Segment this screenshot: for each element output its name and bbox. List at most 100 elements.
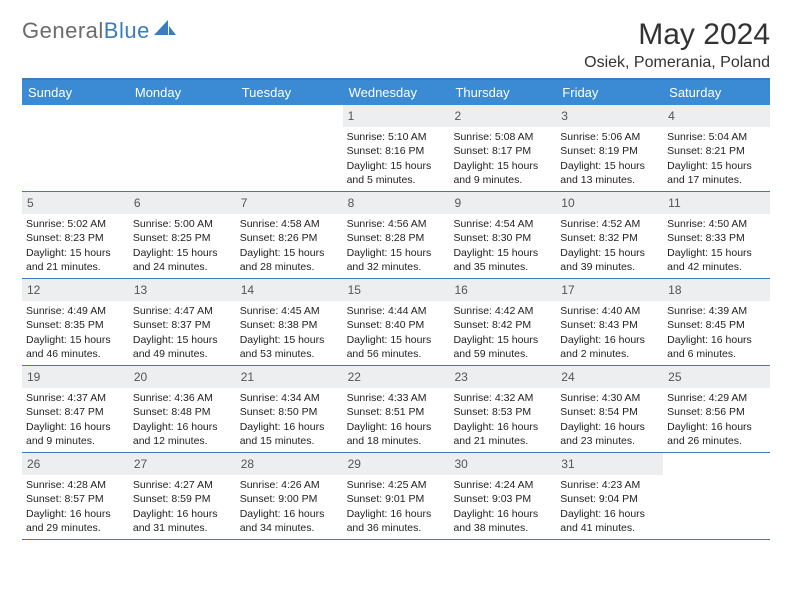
day-cell: 12Sunrise: 4:49 AMSunset: 8:35 PMDayligh… <box>22 279 129 365</box>
sunrise-line: Sunrise: 4:45 AM <box>240 304 339 318</box>
month-title: May 2024 <box>584 18 770 52</box>
daylight-line: Daylight: 16 hours and 26 minutes. <box>667 420 766 448</box>
day-number: 8 <box>343 192 450 214</box>
day-empty <box>236 105 343 191</box>
sunrise-line: Sunrise: 4:32 AM <box>453 391 552 405</box>
sunrise-line: Sunrise: 4:44 AM <box>347 304 446 318</box>
sunrise-line: Sunrise: 4:37 AM <box>26 391 125 405</box>
day-number: 9 <box>449 192 556 214</box>
daylight-line: Daylight: 15 hours and 46 minutes. <box>26 333 125 361</box>
sunrise-line: Sunrise: 4:25 AM <box>347 478 446 492</box>
sunrise-line: Sunrise: 4:30 AM <box>560 391 659 405</box>
daylight-line: Daylight: 16 hours and 38 minutes. <box>453 507 552 535</box>
day-number: 17 <box>556 279 663 301</box>
sunrise-line: Sunrise: 4:58 AM <box>240 217 339 231</box>
daylight-line: Daylight: 15 hours and 35 minutes. <box>453 246 552 274</box>
day-cell: 29Sunrise: 4:25 AMSunset: 9:01 PMDayligh… <box>343 453 450 539</box>
sunset-line: Sunset: 8:23 PM <box>26 231 125 245</box>
sunrise-line: Sunrise: 4:39 AM <box>667 304 766 318</box>
day-number: 11 <box>663 192 770 214</box>
daylight-line: Daylight: 16 hours and 21 minutes. <box>453 420 552 448</box>
page-header: GeneralBlue May 2024 Osiek, Pomerania, P… <box>22 18 770 72</box>
sunset-line: Sunset: 8:35 PM <box>26 318 125 332</box>
sunrise-line: Sunrise: 4:52 AM <box>560 217 659 231</box>
title-block: May 2024 Osiek, Pomerania, Poland <box>584 18 770 72</box>
weeks-container: 1Sunrise: 5:10 AMSunset: 8:16 PMDaylight… <box>22 105 770 540</box>
daylight-line: Daylight: 16 hours and 41 minutes. <box>560 507 659 535</box>
day-number: 31 <box>556 453 663 475</box>
day-cell: 2Sunrise: 5:08 AMSunset: 8:17 PMDaylight… <box>449 105 556 191</box>
daylight-line: Daylight: 15 hours and 13 minutes. <box>560 159 659 187</box>
sunset-line: Sunset: 8:37 PM <box>133 318 232 332</box>
sunrise-line: Sunrise: 5:08 AM <box>453 130 552 144</box>
daylight-line: Daylight: 15 hours and 39 minutes. <box>560 246 659 274</box>
sunset-line: Sunset: 8:16 PM <box>347 144 446 158</box>
day-cell: 14Sunrise: 4:45 AMSunset: 8:38 PMDayligh… <box>236 279 343 365</box>
daylight-line: Daylight: 16 hours and 15 minutes. <box>240 420 339 448</box>
daylight-line: Daylight: 15 hours and 49 minutes. <box>133 333 232 361</box>
sunset-line: Sunset: 8:50 PM <box>240 405 339 419</box>
day-cell: 22Sunrise: 4:33 AMSunset: 8:51 PMDayligh… <box>343 366 450 452</box>
day-cell: 21Sunrise: 4:34 AMSunset: 8:50 PMDayligh… <box>236 366 343 452</box>
day-cell: 13Sunrise: 4:47 AMSunset: 8:37 PMDayligh… <box>129 279 236 365</box>
day-number: 3 <box>556 105 663 127</box>
daylight-line: Daylight: 16 hours and 29 minutes. <box>26 507 125 535</box>
logo-sail-icon <box>154 20 176 43</box>
day-cell: 24Sunrise: 4:30 AMSunset: 8:54 PMDayligh… <box>556 366 663 452</box>
sunset-line: Sunset: 8:53 PM <box>453 405 552 419</box>
week-row: 26Sunrise: 4:28 AMSunset: 8:57 PMDayligh… <box>22 453 770 540</box>
week-row: 1Sunrise: 5:10 AMSunset: 8:16 PMDaylight… <box>22 105 770 192</box>
day-empty <box>22 105 129 191</box>
sunrise-line: Sunrise: 5:02 AM <box>26 217 125 231</box>
daylight-line: Daylight: 16 hours and 18 minutes. <box>347 420 446 448</box>
day-number: 27 <box>129 453 236 475</box>
sunset-line: Sunset: 8:17 PM <box>453 144 552 158</box>
daylight-line: Daylight: 16 hours and 2 minutes. <box>560 333 659 361</box>
daylight-line: Daylight: 16 hours and 9 minutes. <box>26 420 125 448</box>
sunrise-line: Sunrise: 4:56 AM <box>347 217 446 231</box>
day-cell: 17Sunrise: 4:40 AMSunset: 8:43 PMDayligh… <box>556 279 663 365</box>
location: Osiek, Pomerania, Poland <box>584 54 770 72</box>
daylight-line: Daylight: 15 hours and 59 minutes. <box>453 333 552 361</box>
sunset-line: Sunset: 8:47 PM <box>26 405 125 419</box>
day-number: 1 <box>343 105 450 127</box>
day-number: 6 <box>129 192 236 214</box>
sunset-line: Sunset: 8:56 PM <box>667 405 766 419</box>
daylight-line: Daylight: 15 hours and 17 minutes. <box>667 159 766 187</box>
day-number: 12 <box>22 279 129 301</box>
sunrise-line: Sunrise: 4:33 AM <box>347 391 446 405</box>
day-number: 18 <box>663 279 770 301</box>
daylight-line: Daylight: 15 hours and 9 minutes. <box>453 159 552 187</box>
sunrise-line: Sunrise: 5:10 AM <box>347 130 446 144</box>
sunset-line: Sunset: 8:26 PM <box>240 231 339 245</box>
daylight-line: Daylight: 15 hours and 56 minutes. <box>347 333 446 361</box>
day-number: 4 <box>663 105 770 127</box>
day-number: 14 <box>236 279 343 301</box>
day-number: 26 <box>22 453 129 475</box>
daylight-line: Daylight: 15 hours and 5 minutes. <box>347 159 446 187</box>
sunset-line: Sunset: 8:30 PM <box>453 231 552 245</box>
day-cell: 1 Sunrise: 5:10 AMSunset: 8:16 PMDaylight… <box>343 105 450 191</box>
weekday-saturday: Saturday <box>663 80 770 105</box>
sunset-line: Sunset: 8:45 PM <box>667 318 766 332</box>
day-cell: 30Sunrise: 4:24 AMSunset: 9:03 PMDayligh… <box>449 453 556 539</box>
sunset-line: Sunset: 8:40 PM <box>347 318 446 332</box>
sunset-line: Sunset: 8:48 PM <box>133 405 232 419</box>
sunset-line: Sunset: 8:25 PM <box>133 231 232 245</box>
day-empty <box>663 453 770 539</box>
daylight-line: Daylight: 15 hours and 53 minutes. <box>240 333 339 361</box>
sunset-line: Sunset: 8:28 PM <box>347 231 446 245</box>
sunrise-line: Sunrise: 4:36 AM <box>133 391 232 405</box>
sunrise-line: Sunrise: 4:28 AM <box>26 478 125 492</box>
day-cell: 11Sunrise: 4:50 AMSunset: 8:33 PMDayligh… <box>663 192 770 278</box>
logo: GeneralBlue <box>22 18 176 44</box>
day-number: 13 <box>129 279 236 301</box>
daylight-line: Daylight: 15 hours and 28 minutes. <box>240 246 339 274</box>
sunset-line: Sunset: 8:59 PM <box>133 492 232 506</box>
sunset-line: Sunset: 9:03 PM <box>453 492 552 506</box>
day-empty <box>129 105 236 191</box>
logo-text-blue: Blue <box>104 18 150 43</box>
daylight-line: Daylight: 15 hours and 42 minutes. <box>667 246 766 274</box>
day-number: 7 <box>236 192 343 214</box>
logo-text: GeneralBlue <box>22 18 150 44</box>
